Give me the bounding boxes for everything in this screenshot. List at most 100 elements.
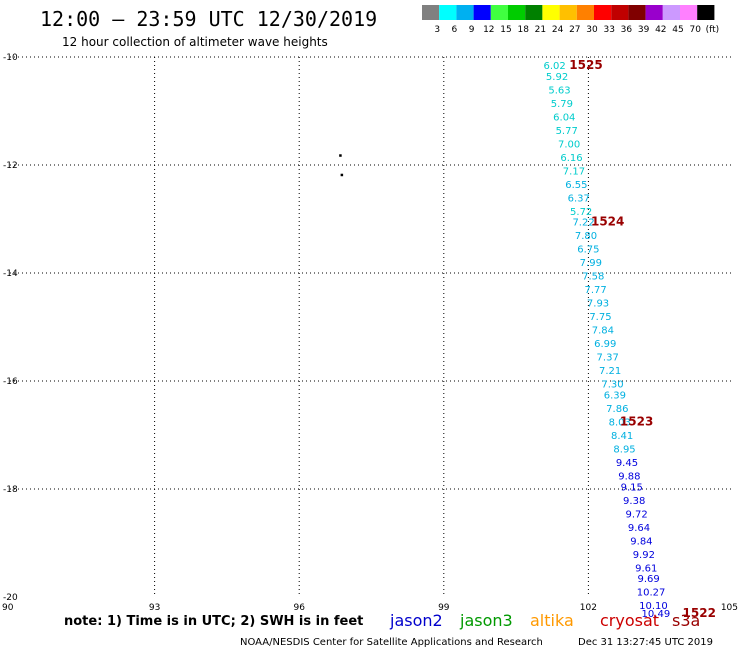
legend-label: 30 bbox=[586, 25, 598, 35]
wave-height-point: 10.10 bbox=[639, 601, 668, 612]
wave-height-point: 9.15 bbox=[621, 482, 643, 493]
wave-height-point: 7.93 bbox=[587, 299, 609, 310]
wave-height-point: 8.41 bbox=[611, 431, 633, 442]
x-tick-label: 96 bbox=[293, 603, 305, 613]
legend-swatch bbox=[456, 5, 474, 20]
chart-subtitle: 12 hour collection of altimeter wave hei… bbox=[62, 35, 328, 49]
legend-label: 3 bbox=[434, 25, 440, 35]
legend-label: (ft) bbox=[706, 25, 720, 35]
wave-height-point: 7.37 bbox=[597, 353, 619, 364]
legend-swatch bbox=[680, 5, 698, 20]
wave-height-point: 6.39 bbox=[604, 391, 626, 402]
wave-height-point: 7.58 bbox=[582, 272, 604, 283]
legend-label: 21 bbox=[535, 25, 546, 35]
legend-swatch bbox=[473, 5, 491, 20]
wave-height-point: 5.72 bbox=[570, 207, 592, 218]
wave-height-point: 6.75 bbox=[577, 245, 599, 256]
wave-height-point: 5.79 bbox=[551, 99, 573, 110]
legend-swatch bbox=[508, 5, 526, 20]
wave-height-point: 7.22 bbox=[572, 218, 594, 229]
satellite-name: s3a bbox=[672, 611, 700, 630]
legend-swatch bbox=[490, 5, 508, 20]
wave-height-point: 8.03 bbox=[609, 418, 631, 429]
wave-height-point: 9.84 bbox=[630, 536, 652, 547]
wave-height-point: 6.16 bbox=[560, 153, 582, 164]
time-label: 1523 bbox=[620, 415, 653, 429]
legend-swatch bbox=[525, 5, 543, 20]
wave-height-point: 6.37 bbox=[568, 193, 590, 204]
wave-height-point: 8.95 bbox=[613, 445, 635, 456]
wave-height-point: 7.84 bbox=[592, 326, 614, 337]
legend-label: 45 bbox=[672, 25, 683, 35]
y-tick-label: -16 bbox=[3, 377, 18, 387]
wave-height-point: 9.88 bbox=[618, 472, 640, 483]
wave-height-point: 10.27 bbox=[637, 588, 666, 599]
legend-swatch bbox=[662, 5, 680, 20]
legend-label: 15 bbox=[500, 25, 511, 35]
wave-height-point: 5.63 bbox=[548, 85, 570, 96]
wave-height-point: 7.80 bbox=[575, 231, 597, 242]
footer-credit: NOAA/NESDIS Center for Satellite Applica… bbox=[240, 637, 543, 648]
legend-swatch bbox=[542, 5, 560, 20]
legend-swatch bbox=[422, 5, 440, 20]
legend-label: 36 bbox=[621, 25, 633, 35]
wave-height-point: 9.69 bbox=[638, 574, 660, 585]
wave-height-point: 6.99 bbox=[594, 339, 616, 350]
wave-height-point: 7.00 bbox=[558, 139, 580, 150]
time-labels: 1525 1524 1523 1522 bbox=[569, 58, 716, 620]
wave-height-point: 7.99 bbox=[580, 258, 602, 269]
legend-label: 42 bbox=[655, 25, 666, 35]
wave-height-point: 7.21 bbox=[599, 366, 621, 377]
wave-height-point: 7.17 bbox=[563, 166, 585, 177]
satellite-legend: jason2 jason3 altika cryosat s3a bbox=[389, 611, 700, 630]
y-tick-label: -10 bbox=[3, 53, 18, 63]
wave-height-point: 7.86 bbox=[606, 404, 628, 415]
satellite-name: cryosat bbox=[600, 611, 659, 630]
y-tick-label: -12 bbox=[3, 161, 18, 171]
wave-height-point: 9.61 bbox=[635, 563, 657, 574]
x-tick-label: 102 bbox=[580, 603, 597, 613]
x-tick-label: 93 bbox=[149, 603, 160, 613]
legend-swatch bbox=[611, 5, 629, 20]
island-mark bbox=[340, 173, 344, 177]
legend-label: 9 bbox=[469, 25, 475, 35]
color-scale-legend: 3 6 9 12 15 18 21 24 27 30 33 36 39 42 45 70 (ft) bbox=[422, 5, 719, 35]
legend-label: 27 bbox=[569, 25, 580, 35]
wave-height-point: 6.04 bbox=[553, 112, 575, 123]
island-mark bbox=[339, 154, 342, 157]
wave-height-point: 6.02 bbox=[544, 61, 566, 72]
y-axis-ticks: -10 -12 -14 -16 -18 -20 bbox=[3, 53, 18, 603]
wave-height-point: 9.38 bbox=[623, 496, 645, 507]
wave-height-point: 9.72 bbox=[625, 509, 647, 520]
island-marks bbox=[339, 154, 344, 177]
legend-label: 6 bbox=[452, 25, 458, 35]
legend-swatch bbox=[559, 5, 577, 20]
wave-height-point: 9.45 bbox=[616, 458, 638, 469]
legend-label: 24 bbox=[552, 25, 564, 35]
satellite-name: jason3 bbox=[459, 611, 513, 630]
legend-label: 39 bbox=[638, 25, 650, 35]
wave-height-point: 7.77 bbox=[584, 285, 606, 296]
y-tick-label: -18 bbox=[3, 485, 18, 495]
satellite-name: altika bbox=[530, 611, 574, 630]
footer-note: note: 1) Time is in UTC; 2) SWH is in fe… bbox=[64, 614, 363, 629]
chart-title: 12:00 – 23:59 UTC 12/30/2019 bbox=[40, 7, 377, 31]
legend-swatch bbox=[628, 5, 646, 20]
time-label: 1524 bbox=[591, 215, 624, 229]
wave-height-point: 7.30 bbox=[601, 380, 623, 391]
wave-height-point: 10.49 bbox=[642, 609, 671, 620]
wave-height-point: 9.92 bbox=[633, 550, 655, 561]
time-label: 1522 bbox=[683, 606, 716, 620]
x-tick-label: 105 bbox=[721, 603, 738, 613]
satellite-name: jason2 bbox=[389, 611, 443, 630]
wave-height-point: 5.92 bbox=[546, 72, 568, 83]
time-label: 1525 bbox=[569, 58, 602, 72]
x-axis-ticks: 90 93 96 99 102 105 bbox=[2, 603, 738, 613]
legend-swatch bbox=[439, 5, 457, 20]
plot-grid bbox=[10, 56, 733, 597]
wave-height-point: 9.64 bbox=[628, 523, 650, 534]
y-tick-label: -14 bbox=[3, 269, 18, 279]
x-tick-label: 99 bbox=[438, 603, 450, 613]
x-tick-label: 90 bbox=[2, 603, 14, 613]
legend-label: 33 bbox=[603, 25, 614, 35]
